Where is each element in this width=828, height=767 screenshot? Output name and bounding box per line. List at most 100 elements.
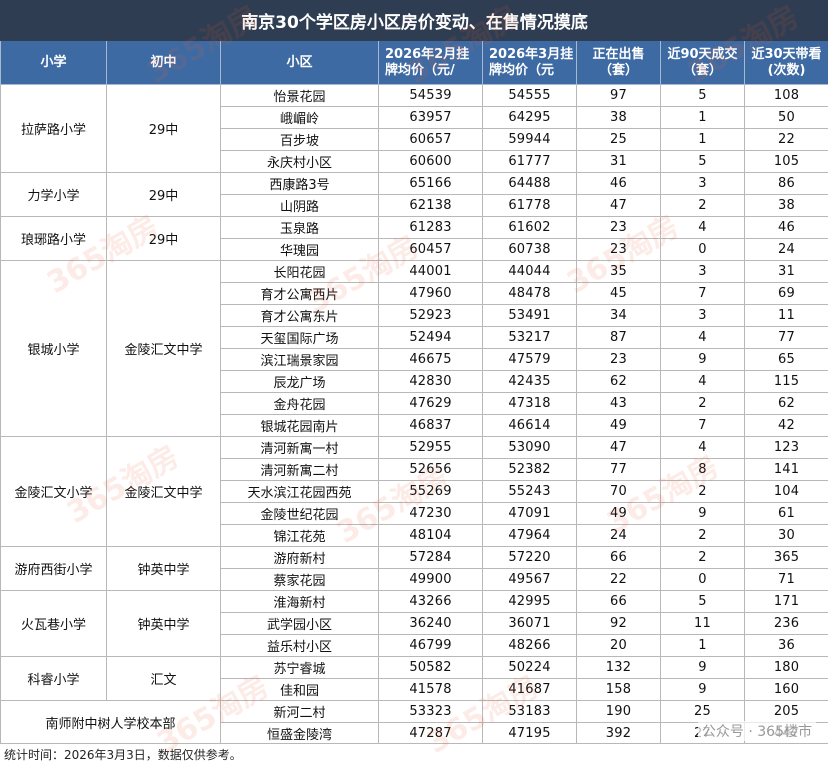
feb-price-cell: 47287 bbox=[379, 723, 483, 745]
on-sale-cell: 23 bbox=[577, 349, 661, 371]
mar-price-cell: 48478 bbox=[483, 283, 577, 305]
middle-school-cell: 钟英中学 bbox=[107, 547, 221, 591]
deals-90d-cell: 4 bbox=[661, 217, 745, 239]
feb-price-cell: 60600 bbox=[379, 151, 483, 173]
feb-price-cell: 52656 bbox=[379, 459, 483, 481]
on-sale-cell: 22 bbox=[577, 569, 661, 591]
middle-school-cell: 汇文 bbox=[107, 657, 221, 701]
on-sale-cell: 158 bbox=[577, 679, 661, 701]
visits-30d-cell: 71 bbox=[745, 569, 828, 591]
on-sale-cell: 23 bbox=[577, 239, 661, 261]
visits-30d-cell: 38 bbox=[745, 195, 828, 217]
visits-30d-cell: 36 bbox=[745, 635, 828, 657]
community-cell: 淮海新村 bbox=[221, 591, 379, 613]
mar-price-cell: 44044 bbox=[483, 261, 577, 283]
mar-price-cell: 59944 bbox=[483, 129, 577, 151]
visits-30d-cell: 77 bbox=[745, 327, 828, 349]
col-on-sale: 正在出售（套） bbox=[577, 41, 661, 85]
on-sale-cell: 66 bbox=[577, 547, 661, 569]
mar-price-cell: 61602 bbox=[483, 217, 577, 239]
deals-90d-cell: 8 bbox=[661, 459, 745, 481]
visits-30d-cell: 86 bbox=[745, 173, 828, 195]
deals-90d-cell: 9 bbox=[661, 349, 745, 371]
mar-price-cell: 42995 bbox=[483, 591, 577, 613]
mar-price-cell: 55243 bbox=[483, 481, 577, 503]
deals-90d-cell: 3 bbox=[661, 305, 745, 327]
feb-price-cell: 42830 bbox=[379, 371, 483, 393]
mar-price-cell: 54555 bbox=[483, 85, 577, 107]
deals-90d-cell: 0 bbox=[661, 569, 745, 591]
feb-price-cell: 65166 bbox=[379, 173, 483, 195]
on-sale-cell: 70 bbox=[577, 481, 661, 503]
visits-30d-cell: 22 bbox=[745, 129, 828, 151]
deals-90d-cell: 9 bbox=[661, 679, 745, 701]
on-sale-cell: 23 bbox=[577, 217, 661, 239]
on-sale-cell: 38 bbox=[577, 107, 661, 129]
primary-school-cell: 南师附中树人学校本部 bbox=[1, 701, 221, 745]
community-cell: 蔡家花园 bbox=[221, 569, 379, 591]
on-sale-cell: 47 bbox=[577, 195, 661, 217]
mar-price-cell: 64488 bbox=[483, 173, 577, 195]
community-cell: 峨嵋岭 bbox=[221, 107, 379, 129]
deals-90d-cell: 5 bbox=[661, 151, 745, 173]
on-sale-cell: 49 bbox=[577, 415, 661, 437]
deals-90d-cell: 3 bbox=[661, 261, 745, 283]
visits-30d-cell: 365 bbox=[745, 547, 828, 569]
col-deals-90d: 近90天成交（套） bbox=[661, 41, 745, 85]
primary-school-cell: 银城小学 bbox=[1, 261, 107, 437]
community-cell: 新河二村 bbox=[221, 701, 379, 723]
mar-price-cell: 60738 bbox=[483, 239, 577, 261]
primary-school-cell: 拉萨路小学 bbox=[1, 85, 107, 173]
feb-price-cell: 52494 bbox=[379, 327, 483, 349]
visits-30d-cell: 160 bbox=[745, 679, 828, 701]
deals-90d-cell: 1 bbox=[661, 107, 745, 129]
on-sale-cell: 34 bbox=[577, 305, 661, 327]
mar-price-cell: 47091 bbox=[483, 503, 577, 525]
community-cell: 华瑰园 bbox=[221, 239, 379, 261]
visits-30d-cell: 11 bbox=[745, 305, 828, 327]
mar-price-cell: 41687 bbox=[483, 679, 577, 701]
on-sale-cell: 77 bbox=[577, 459, 661, 481]
on-sale-cell: 87 bbox=[577, 327, 661, 349]
on-sale-cell: 31 bbox=[577, 151, 661, 173]
visits-30d-cell: 50 bbox=[745, 107, 828, 129]
mar-price-cell: 53090 bbox=[483, 437, 577, 459]
community-cell: 清河新寓二村 bbox=[221, 459, 379, 481]
deals-90d-cell: 11 bbox=[661, 613, 745, 635]
on-sale-cell: 25 bbox=[577, 129, 661, 151]
mar-price-cell: 47579 bbox=[483, 349, 577, 371]
primary-school-cell: 琅琊路小学 bbox=[1, 217, 107, 261]
feb-price-cell: 57284 bbox=[379, 547, 483, 569]
community-cell: 百步坡 bbox=[221, 129, 379, 151]
deals-90d-cell: 7 bbox=[661, 283, 745, 305]
feb-price-cell: 47230 bbox=[379, 503, 483, 525]
mar-price-cell: 61778 bbox=[483, 195, 577, 217]
footer-note: 统计时间：2026年3月3日，数据仅供参考。 bbox=[0, 743, 828, 766]
on-sale-cell: 62 bbox=[577, 371, 661, 393]
on-sale-cell: 24 bbox=[577, 525, 661, 547]
on-sale-cell: 92 bbox=[577, 613, 661, 635]
visits-30d-cell: 105 bbox=[745, 151, 828, 173]
visits-30d-cell: 65 bbox=[745, 349, 828, 371]
visits-30d-cell: 69 bbox=[745, 283, 828, 305]
col-primary-school: 小学 bbox=[1, 41, 107, 85]
col-middle-school: 初中 bbox=[107, 41, 221, 85]
community-cell: 银城花园南片 bbox=[221, 415, 379, 437]
deals-90d-cell: 9 bbox=[661, 657, 745, 679]
feb-price-cell: 60457 bbox=[379, 239, 483, 261]
feb-price-cell: 41578 bbox=[379, 679, 483, 701]
visits-30d-cell: 123 bbox=[745, 437, 828, 459]
middle-school-cell: 金陵汇文中学 bbox=[107, 261, 221, 437]
feb-price-cell: 53323 bbox=[379, 701, 483, 723]
deals-90d-cell: 1 bbox=[661, 635, 745, 657]
visits-30d-cell: 42 bbox=[745, 415, 828, 437]
deals-90d-cell: 25 bbox=[661, 701, 745, 723]
primary-school-cell: 科睿小学 bbox=[1, 657, 107, 701]
feb-price-cell: 43266 bbox=[379, 591, 483, 613]
